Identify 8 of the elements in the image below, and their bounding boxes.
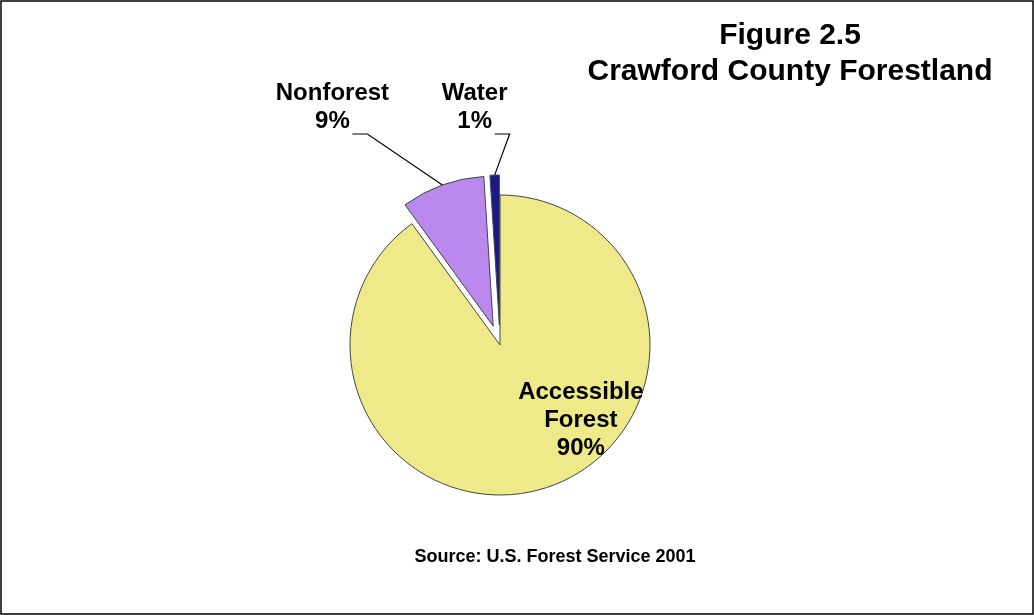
slice-label: Water — [441, 78, 508, 105]
source-note: Source: U.S. Forest Service 2001 — [414, 546, 696, 566]
text: Figure 2.5 Crawford County Forestland — [587, 17, 993, 86]
slice-label: Accessible Forest — [518, 377, 644, 433]
data-label: 1% — [457, 106, 492, 133]
slice-label: Nonforest — [275, 78, 390, 105]
data-label: 9% — [315, 106, 350, 133]
data-label: 90% — [556, 433, 605, 461]
